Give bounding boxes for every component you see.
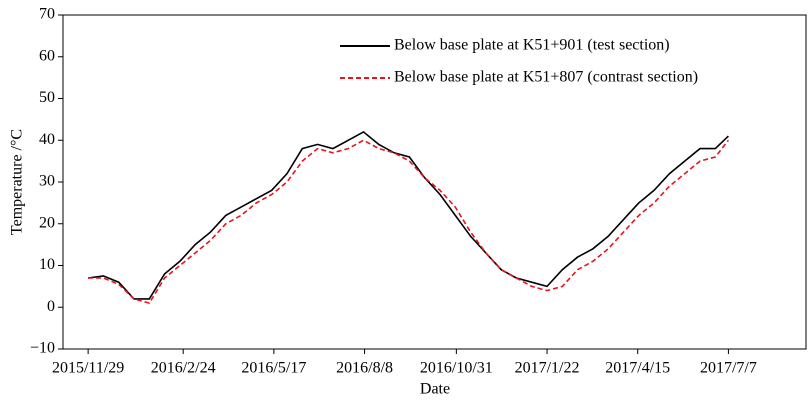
- plot-frame: [62, 14, 807, 350]
- y-tick-label: −10: [30, 340, 55, 357]
- y-tick-label: 60: [39, 47, 55, 64]
- y-tick-label: 30: [39, 173, 55, 190]
- x-tick-label: 2016/5/17: [241, 360, 306, 377]
- x-tick-label: 2017/7/7: [700, 360, 757, 377]
- x-tick-label: 2017/1/22: [515, 360, 580, 377]
- y-tick-label: 50: [39, 89, 55, 106]
- y-tick-label: 40: [39, 131, 55, 148]
- x-tick-label: 2016/10/31: [420, 360, 493, 377]
- y-tick-label: 70: [39, 6, 55, 23]
- y-tick-label: 20: [39, 214, 55, 231]
- legend-label: Below base plate at K51+901 (test sectio…: [394, 37, 670, 54]
- series-line: [88, 139, 730, 305]
- series-line: [87, 130, 729, 300]
- y-axis-label: Temperature /°C: [9, 129, 26, 235]
- x-tick-label: 2015/11/29: [52, 360, 124, 377]
- x-tick-label: 2016/2/24: [151, 360, 216, 377]
- x-tick-label: 2016/8/8: [336, 360, 393, 377]
- y-tick-label: 10: [39, 256, 55, 273]
- x-tick-label: 2017/4/15: [605, 360, 670, 377]
- legend-label: Below base plate at K51+807 (contrast se…: [394, 69, 698, 86]
- x-axis-label: Date: [420, 381, 450, 398]
- y-tick-label: 0: [47, 298, 55, 315]
